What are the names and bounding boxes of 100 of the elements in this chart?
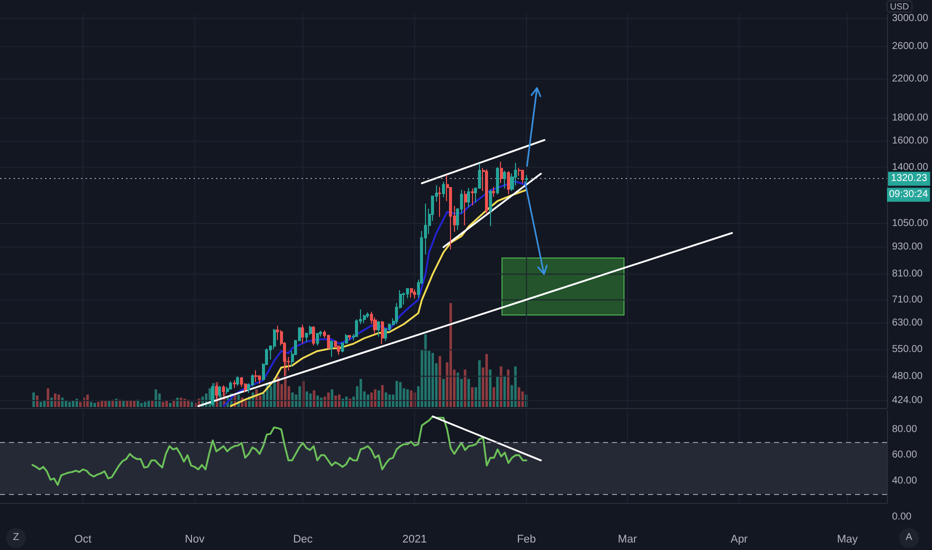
bar xyxy=(514,366,517,407)
bar xyxy=(345,396,348,407)
bar xyxy=(97,402,100,407)
bar xyxy=(395,381,398,407)
bar xyxy=(58,394,60,407)
bar xyxy=(320,398,323,407)
bar xyxy=(442,378,445,407)
y-tick-label: 424.00 xyxy=(892,394,924,406)
candlestick xyxy=(258,374,261,384)
bar xyxy=(108,400,110,407)
candlestick xyxy=(410,288,413,298)
bar xyxy=(506,370,510,407)
bar xyxy=(410,390,412,407)
bar xyxy=(312,390,316,407)
x-tick-label: Dec xyxy=(293,534,314,546)
bar xyxy=(503,376,506,407)
bar xyxy=(68,402,71,407)
bar xyxy=(79,402,82,407)
bar xyxy=(485,354,488,407)
candlestick xyxy=(348,334,351,340)
bar xyxy=(129,400,132,407)
bar xyxy=(158,393,161,407)
candlestick xyxy=(492,186,495,198)
bar xyxy=(144,402,146,407)
bar xyxy=(438,356,442,407)
bar xyxy=(338,394,340,407)
candlestick xyxy=(316,332,319,346)
bar xyxy=(471,387,474,407)
bar xyxy=(298,386,301,407)
bar xyxy=(500,366,502,407)
bar xyxy=(374,389,376,407)
candlestick xyxy=(381,320,384,345)
bar xyxy=(190,402,194,407)
bar xyxy=(309,393,312,407)
bar xyxy=(496,376,499,407)
candlestick xyxy=(402,292,405,306)
bar xyxy=(165,400,168,407)
bar xyxy=(50,398,53,407)
y-tick-label: 1800.00 xyxy=(892,112,929,124)
candlestick xyxy=(327,334,330,350)
y-tick-label: 1600.00 xyxy=(892,136,929,147)
bar xyxy=(488,370,492,407)
bar xyxy=(424,334,427,407)
candlestick xyxy=(507,170,510,195)
candlestick xyxy=(496,166,499,195)
bar xyxy=(104,400,107,407)
candlestick xyxy=(384,328,387,342)
bar xyxy=(370,392,373,407)
y-tick-label: 930.00 xyxy=(892,242,924,253)
bar xyxy=(151,400,154,407)
bar xyxy=(366,394,370,407)
candlestick xyxy=(500,161,503,184)
bar xyxy=(334,396,337,407)
x-tick-label: Nov xyxy=(184,534,205,546)
y-tick-label: 1400.00 xyxy=(892,162,929,173)
candlestick xyxy=(485,168,488,215)
bar xyxy=(147,400,150,407)
y-tick-label: 630.00 xyxy=(892,318,924,329)
bar xyxy=(176,398,179,407)
candlestick xyxy=(464,190,467,226)
bar xyxy=(86,394,89,407)
candlestick xyxy=(442,181,445,198)
bar xyxy=(478,360,481,407)
candlestick xyxy=(525,174,528,184)
bar xyxy=(122,400,125,407)
candlestick xyxy=(229,380,232,390)
bar xyxy=(64,400,68,407)
candlestick xyxy=(312,326,315,346)
bar xyxy=(133,400,136,407)
bar xyxy=(330,389,334,407)
bar xyxy=(93,402,96,407)
bar xyxy=(32,392,35,407)
y-tick-label: 2600.00 xyxy=(892,40,929,52)
round-button: A xyxy=(899,528,919,548)
bar xyxy=(40,402,42,407)
bar xyxy=(406,389,409,407)
text: 09:30:24 xyxy=(889,189,928,200)
x-tick-label: 2021 xyxy=(402,534,427,546)
bar xyxy=(154,389,158,407)
bar xyxy=(492,387,496,407)
ref-line-label: 1320.23 xyxy=(891,173,928,184)
bar xyxy=(54,393,56,407)
bar xyxy=(46,388,50,407)
bar xyxy=(360,378,362,407)
bar xyxy=(162,402,164,407)
bar xyxy=(521,391,524,407)
candlestick xyxy=(254,370,258,383)
candlestick xyxy=(521,170,524,184)
bar xyxy=(306,391,308,407)
y-tick-label: 810.00 xyxy=(892,268,924,280)
bar xyxy=(168,402,172,407)
candlestick xyxy=(377,320,380,338)
candlestick xyxy=(489,188,492,227)
bar xyxy=(449,303,452,407)
bar xyxy=(72,400,74,407)
y-tick-label: 1050.00 xyxy=(892,218,929,229)
y-tick-label: 40.00 xyxy=(892,476,918,487)
line-series xyxy=(32,416,528,486)
y-tick-label: 550.00 xyxy=(892,344,924,356)
candlestick xyxy=(236,376,239,386)
